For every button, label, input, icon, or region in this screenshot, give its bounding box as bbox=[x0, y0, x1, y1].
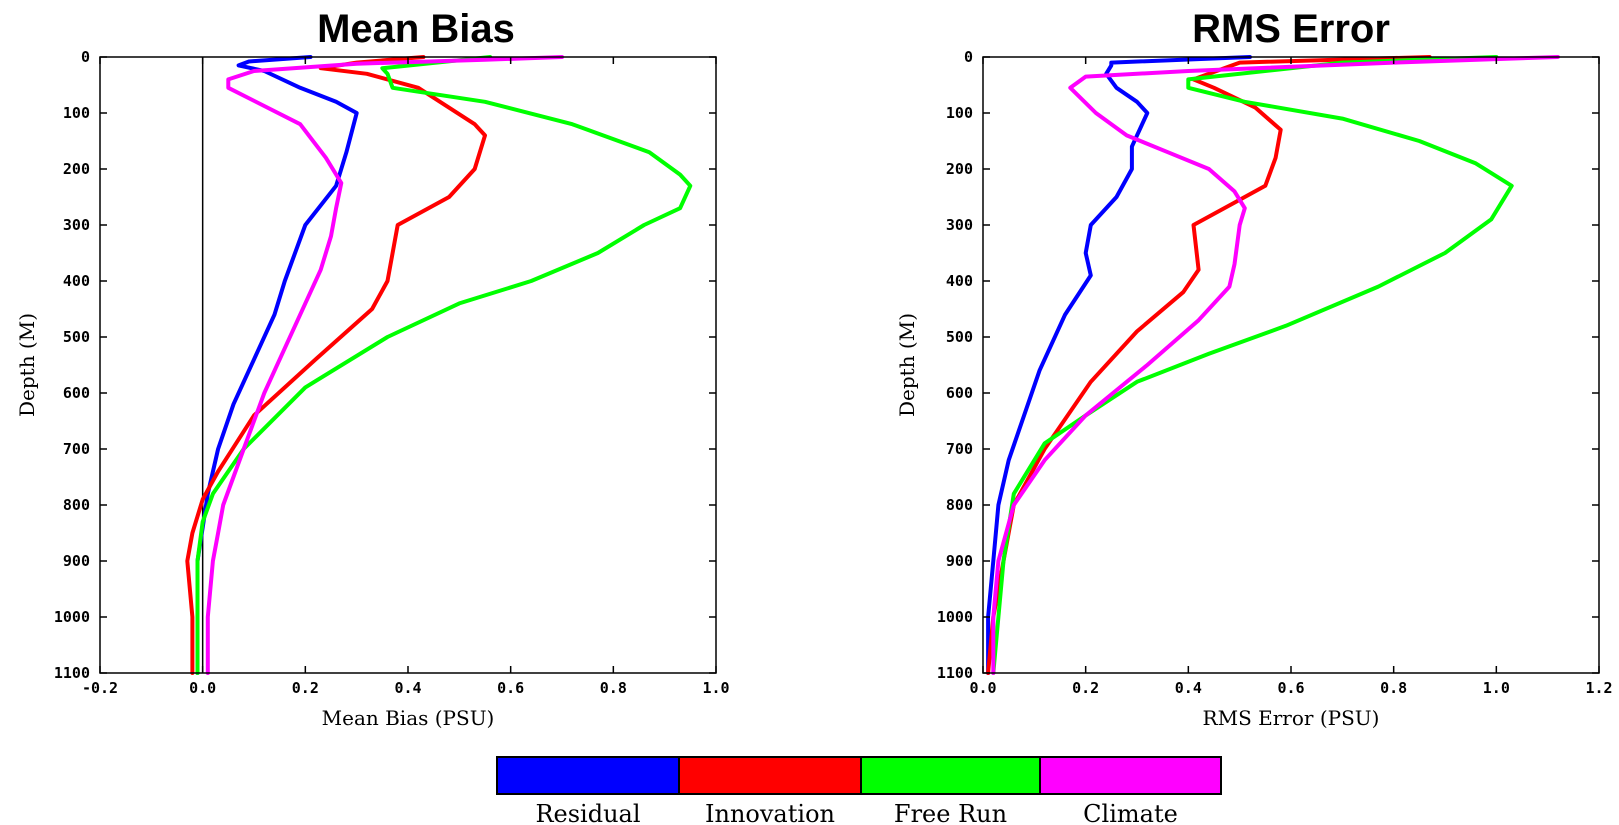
chart-title: Mean Bias bbox=[317, 7, 515, 51]
y-tick-label: 1000 bbox=[54, 608, 90, 626]
y-tick-label: 0 bbox=[964, 48, 973, 66]
plot-frame bbox=[982, 56, 1600, 674]
y-tick-label: 300 bbox=[946, 216, 973, 234]
y-tick-label: 900 bbox=[946, 552, 973, 570]
x-tick-label: -0.2 bbox=[82, 679, 118, 697]
x-axis-label: Mean Bias (PSU) bbox=[322, 706, 495, 730]
y-tick-label: 500 bbox=[946, 328, 973, 346]
legend-label-climate: Climate bbox=[1083, 800, 1178, 825]
legend-label-innovation: Innovation bbox=[705, 800, 835, 825]
y-tick-label: 0 bbox=[81, 48, 90, 66]
series-line-climate bbox=[205, 55, 564, 675]
x-tick-label: 0.2 bbox=[1072, 679, 1099, 697]
x-tick-label: 0.6 bbox=[1277, 679, 1304, 697]
legend-swatch-free-run bbox=[860, 756, 1041, 795]
x-tick-label: 1.0 bbox=[1483, 679, 1510, 697]
y-tick-label: 800 bbox=[946, 496, 973, 514]
x-tick-label: 1.0 bbox=[702, 679, 729, 697]
legend: Residual Innovation Free Run Climate bbox=[496, 756, 1222, 825]
y-tick-label: 100 bbox=[946, 104, 973, 122]
series-line-innovation bbox=[986, 55, 1432, 675]
y-tick-label: 600 bbox=[946, 384, 973, 402]
y-tick-label: 800 bbox=[63, 496, 90, 514]
x-tick-label: 0.4 bbox=[394, 679, 421, 697]
legend-swatch-innovation bbox=[678, 756, 862, 795]
chart-title: RMS Error bbox=[1192, 7, 1390, 51]
y-axis-label: Depth (M) bbox=[895, 313, 919, 417]
y-axis-label: Depth (M) bbox=[15, 313, 39, 417]
y-tick-label: 200 bbox=[63, 160, 90, 178]
y-tick-label: 600 bbox=[63, 384, 90, 402]
y-tick-label: 1100 bbox=[54, 664, 90, 682]
series-line-climate bbox=[991, 55, 1560, 675]
y-tick-label: 200 bbox=[946, 160, 973, 178]
series-line-free-run bbox=[991, 55, 1514, 675]
legend-swatch-residual bbox=[496, 756, 680, 795]
legend-label-free-run: Free Run bbox=[894, 800, 1007, 825]
y-tick-label: 400 bbox=[946, 272, 973, 290]
y-tick-label: 900 bbox=[63, 552, 90, 570]
legend-swatch-climate bbox=[1039, 756, 1222, 795]
y-tick-label: 300 bbox=[63, 216, 90, 234]
y-tick-label: 1000 bbox=[937, 608, 973, 626]
y-tick-label: 400 bbox=[63, 272, 90, 290]
series-line-innovation bbox=[185, 55, 487, 675]
x-axis-label: RMS Error (PSU) bbox=[1203, 706, 1380, 730]
y-tick-label: 700 bbox=[946, 440, 973, 458]
x-tick-label: 0.8 bbox=[1380, 679, 1407, 697]
x-tick-label: 0.0 bbox=[969, 679, 996, 697]
y-tick-label: 500 bbox=[63, 328, 90, 346]
legend-label-residual: Residual bbox=[535, 800, 640, 825]
x-tick-label: 0.2 bbox=[292, 679, 319, 697]
x-tick-label: 0.6 bbox=[497, 679, 524, 697]
x-tick-label: 0.4 bbox=[1175, 679, 1202, 697]
plot-frame bbox=[99, 56, 717, 674]
y-tick-label: 1100 bbox=[937, 664, 973, 682]
x-tick-label: 0.0 bbox=[189, 679, 216, 697]
mean-bias-panel: Mean Bias -0.2 0.0 0.2 0.4 0.6 0.8 1.0 0 100 200 30… bbox=[15, 7, 730, 730]
series-line-free-run bbox=[195, 55, 693, 675]
series-line-residual bbox=[986, 55, 1252, 675]
rms-error-panel: RMS Error 0.0 0.2 0.4 0.6 0.8 1.0 1.2 0 100 200 300… bbox=[895, 7, 1613, 730]
y-tick-label: 700 bbox=[63, 440, 90, 458]
y-tick-label: 100 bbox=[63, 104, 90, 122]
x-tick-label: 1.2 bbox=[1585, 679, 1612, 697]
x-tick-label: 0.8 bbox=[600, 679, 627, 697]
